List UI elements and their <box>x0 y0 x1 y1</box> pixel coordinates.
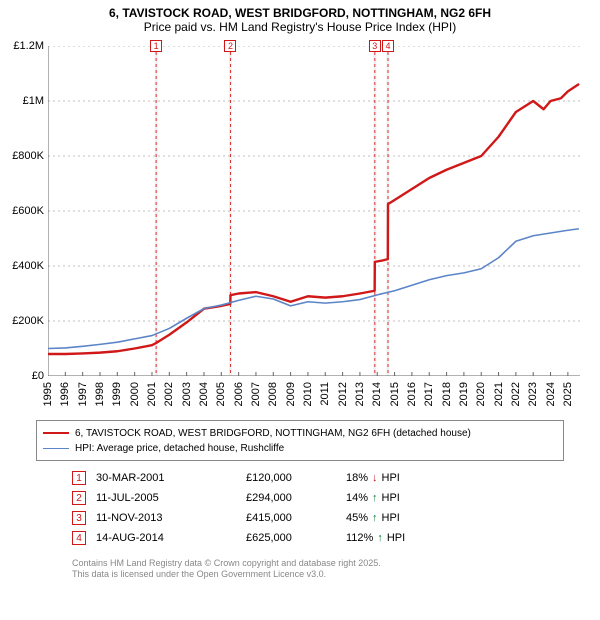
y-tick-label: £0 <box>32 370 44 382</box>
sale-marker: 2 <box>72 491 86 505</box>
sale-pct-value: 14% <box>346 492 368 504</box>
chart-titles: 6, TAVISTOCK ROAD, WEST BRIDGFORD, NOTTI… <box>0 0 600 36</box>
x-tick-label: 2008 <box>267 382 279 406</box>
x-tick-label: 2019 <box>458 382 470 406</box>
sale-marker: 3 <box>72 511 86 525</box>
event-marker: 4 <box>382 40 394 52</box>
sale-marker: 4 <box>72 531 86 545</box>
x-tick-label: 2020 <box>475 382 487 406</box>
sale-pct-value: 45% <box>346 512 368 524</box>
legend-row: HPI: Average price, detached house, Rush… <box>43 441 557 455</box>
x-tick-label: 2002 <box>163 382 175 406</box>
x-tick-label: 2016 <box>406 382 418 406</box>
chart-svg <box>48 46 580 376</box>
legend-label: HPI: Average price, detached house, Rush… <box>75 443 284 454</box>
legend-swatch <box>43 432 69 434</box>
x-tick-label: 2003 <box>181 382 193 406</box>
sales-row: 4 14-AUG-2014 £625,000 112% ↑ HPI <box>72 528 528 548</box>
y-tick-label: £200K <box>12 315 44 327</box>
sale-pct: 45% ↑ HPI <box>346 512 456 524</box>
y-tick-label: £1.2M <box>13 40 44 52</box>
x-tick-label: 1996 <box>59 382 71 406</box>
sale-pct-value: 18% <box>346 472 368 484</box>
event-marker: 1 <box>150 40 162 52</box>
sale-date: 14-AUG-2014 <box>96 532 236 544</box>
footer: Contains HM Land Registry data © Crown c… <box>72 558 528 581</box>
x-tick-label: 2018 <box>441 382 453 406</box>
sale-pct: 112% ↑ HPI <box>346 532 456 544</box>
x-tick-label: 1995 <box>42 382 54 406</box>
sales-row: 3 11-NOV-2013 £415,000 45% ↑ HPI <box>72 508 528 528</box>
x-tick-label: 2011 <box>319 382 331 406</box>
x-tick-label: 1997 <box>77 382 89 406</box>
legend-row: 6, TAVISTOCK ROAD, WEST BRIDGFORD, NOTTI… <box>43 426 557 440</box>
sale-pct: 14% ↑ HPI <box>346 492 456 504</box>
y-tick-label: £800K <box>12 150 44 162</box>
x-tick-label: 2005 <box>215 382 227 406</box>
x-tick-label: 2010 <box>302 382 314 406</box>
x-tick-label: 2022 <box>510 382 522 406</box>
sale-date: 11-NOV-2013 <box>96 512 236 524</box>
sale-marker: 1 <box>72 471 86 485</box>
footer-line-1: Contains HM Land Registry data © Crown c… <box>72 558 528 569</box>
sale-pct-value: 112% <box>346 532 373 544</box>
sale-price: £415,000 <box>246 512 336 524</box>
arrow-up-icon: ↑ <box>372 512 378 524</box>
sale-price: £120,000 <box>246 472 336 484</box>
y-tick-label: £400K <box>12 260 44 272</box>
x-tick-label: 2015 <box>389 382 401 406</box>
title-sub: Price paid vs. HM Land Registry's House … <box>8 20 592 34</box>
legend-swatch <box>43 448 69 449</box>
event-marker: 3 <box>369 40 381 52</box>
sale-date: 30-MAR-2001 <box>96 472 236 484</box>
legend: 6, TAVISTOCK ROAD, WEST BRIDGFORD, NOTTI… <box>36 420 564 461</box>
x-tick-label: 2017 <box>423 382 435 406</box>
arrow-up-icon: ↑ <box>372 492 378 504</box>
sale-pct: 18% ↓ HPI <box>346 472 456 484</box>
arrow-up-icon: ↑ <box>377 532 383 544</box>
sale-price: £625,000 <box>246 532 336 544</box>
x-tick-label: 2025 <box>562 382 574 406</box>
x-tick-label: 2001 <box>146 382 158 406</box>
x-tick-label: 2013 <box>354 382 366 406</box>
x-tick-label: 2007 <box>250 382 262 406</box>
x-tick-label: 2014 <box>371 382 383 406</box>
y-tick-label: £1M <box>23 95 44 107</box>
y-tick-label: £600K <box>12 205 44 217</box>
legend-label: 6, TAVISTOCK ROAD, WEST BRIDGFORD, NOTTI… <box>75 428 471 439</box>
sale-pct-suffix: HPI <box>382 472 400 484</box>
sales-table: 1 30-MAR-2001 £120,000 18% ↓ HPI 2 11-JUL-2005 £… <box>72 468 528 548</box>
sale-pct-suffix: HPI <box>382 512 400 524</box>
event-marker: 2 <box>224 40 236 52</box>
x-tick-label: 2024 <box>545 382 557 406</box>
x-tick-label: 1998 <box>94 382 106 406</box>
sale-price: £294,000 <box>246 492 336 504</box>
x-tick-label: 2006 <box>233 382 245 406</box>
sales-row: 1 30-MAR-2001 £120,000 18% ↓ HPI <box>72 468 528 488</box>
chart-area: £0£200K£400K£600K£800K£1M£1.2M 199519961… <box>48 46 580 376</box>
arrow-down-icon: ↓ <box>372 472 378 484</box>
footer-line-2: This data is licensed under the Open Gov… <box>72 569 528 580</box>
x-tick-label: 2000 <box>129 382 141 406</box>
x-tick-label: 2004 <box>198 382 210 406</box>
x-tick-label: 2009 <box>285 382 297 406</box>
sales-row: 2 11-JUL-2005 £294,000 14% ↑ HPI <box>72 488 528 508</box>
sale-date: 11-JUL-2005 <box>96 492 236 504</box>
x-tick-label: 2023 <box>527 382 539 406</box>
x-tick-label: 1999 <box>111 382 123 406</box>
sale-pct-suffix: HPI <box>387 532 405 544</box>
x-tick-label: 2021 <box>493 382 505 406</box>
title-main: 6, TAVISTOCK ROAD, WEST BRIDGFORD, NOTTI… <box>8 6 592 20</box>
sale-pct-suffix: HPI <box>382 492 400 504</box>
x-tick-label: 2012 <box>337 382 349 406</box>
